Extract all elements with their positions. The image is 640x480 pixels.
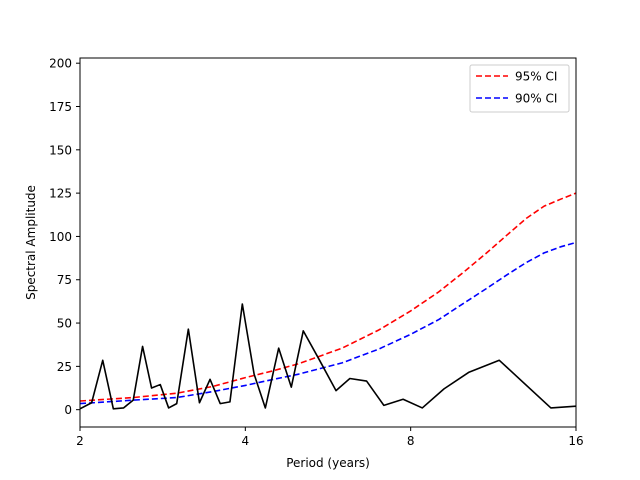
- x-axis-label: Period (years): [286, 456, 370, 470]
- plot-frame: [79, 57, 577, 428]
- x-tick-label: 16: [568, 434, 583, 448]
- series-line-95-ci: [79, 192, 577, 402]
- y-tick-label: 175: [49, 100, 72, 114]
- y-tick-label: 150: [49, 143, 72, 157]
- y-tick-label: 100: [49, 230, 72, 244]
- x-tick-layer: 2 4 8 16: [76, 427, 584, 448]
- y-tick-layer: 0 25 50 75 100 125 150 175 200: [49, 57, 80, 417]
- series-line-90-ci: [79, 241, 577, 405]
- x-tick-label: 2: [76, 434, 84, 448]
- series-line-amplitude: [79, 303, 577, 410]
- y-tick-label: 125: [49, 187, 72, 201]
- series-layer: [79, 192, 577, 410]
- x-tick-label: 8: [407, 434, 415, 448]
- y-tick-label: 200: [49, 57, 72, 71]
- legend-label-95-ci: 95% CI: [515, 70, 557, 84]
- y-tick-label: 25: [57, 360, 72, 374]
- y-tick-label: 0: [64, 403, 72, 417]
- legend: 95% CI 90% CI: [469, 64, 570, 113]
- x-tick-label: 4: [242, 434, 250, 448]
- y-tick-label: 50: [57, 317, 72, 331]
- legend-label-90-ci: 90% CI: [515, 92, 557, 106]
- y-axis-label: Spectral Amplitude: [24, 185, 38, 300]
- y-tick-label: 75: [57, 273, 72, 287]
